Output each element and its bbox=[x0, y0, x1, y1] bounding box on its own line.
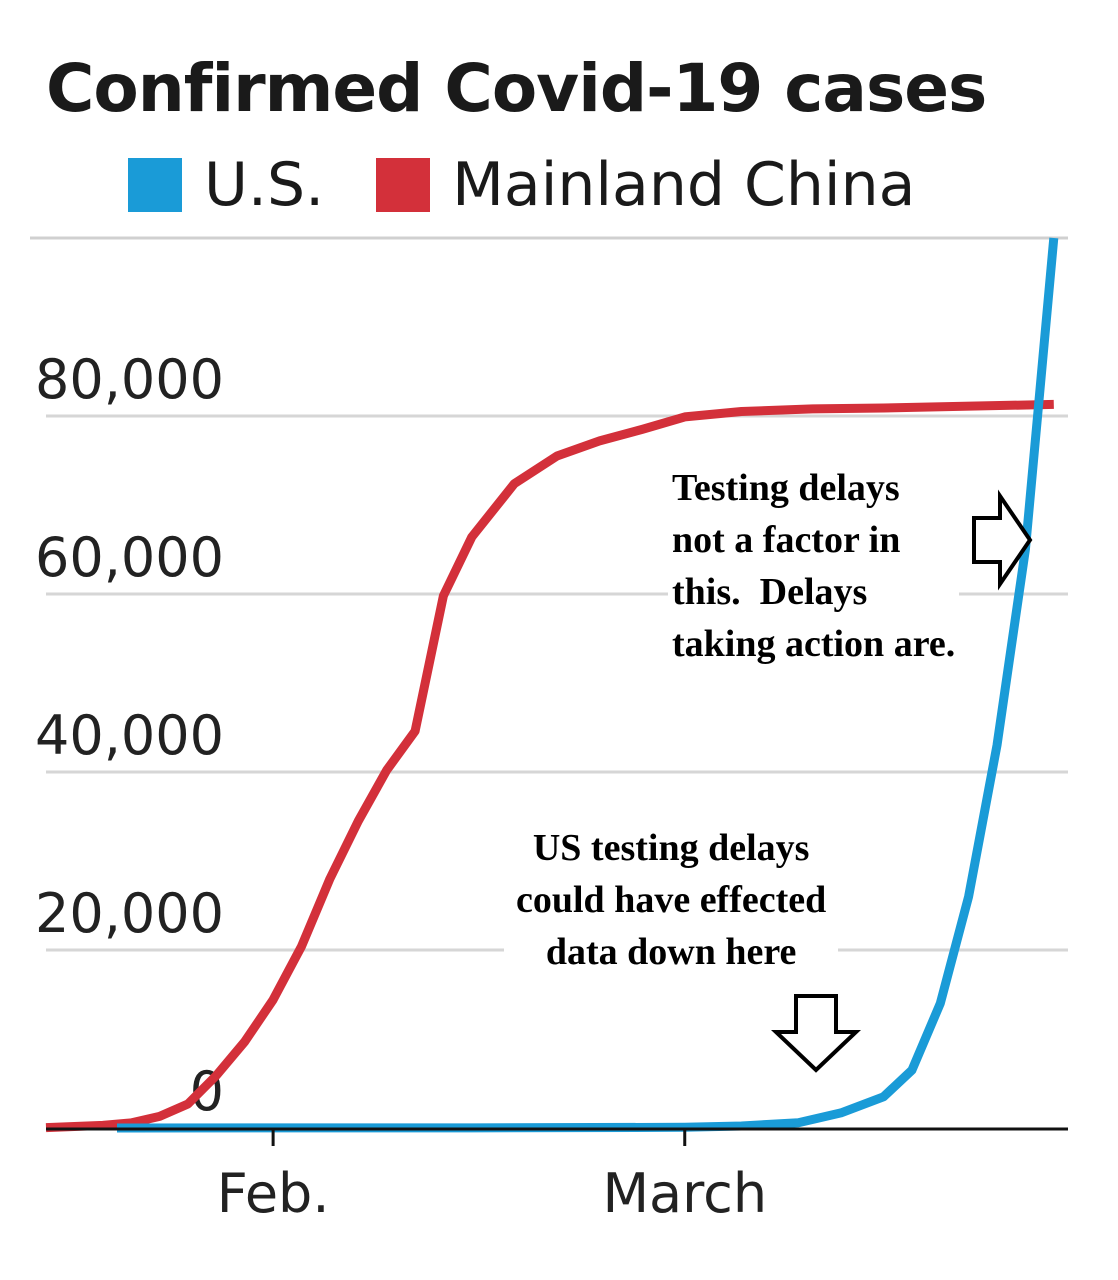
y-tick-label-80000: 80,000 bbox=[35, 348, 224, 411]
series-line-china bbox=[45, 399, 1054, 1133]
x-tick-label-Feb.: Feb. bbox=[217, 1162, 330, 1225]
annotation-us-testing-delays: US testing delays could have effected da… bbox=[504, 822, 839, 978]
arrow-down-icon bbox=[770, 994, 862, 1073]
x-axis: Feb. March bbox=[46, 1127, 1068, 1225]
y-tick-label-60000: 60,000 bbox=[35, 526, 224, 589]
y-tick-label-40000: 40,000 bbox=[35, 704, 224, 767]
legend-item-us: U.S. bbox=[128, 150, 324, 220]
legend-item-china: Mainland China bbox=[376, 150, 915, 220]
chart-title: Confirmed Covid-19 cases bbox=[46, 50, 987, 127]
legend: U.S. Mainland China bbox=[128, 150, 967, 220]
arrow-right-icon bbox=[972, 489, 1033, 591]
annotation-testing-delays: Testing delays not a factor in this. Del… bbox=[668, 462, 960, 670]
annotation-arrows bbox=[770, 489, 1033, 1073]
legend-label-china: Mainland China bbox=[452, 150, 916, 220]
legend-label-us: U.S. bbox=[204, 150, 325, 220]
legend-swatch-china bbox=[376, 158, 431, 212]
series-line-us bbox=[116, 237, 1059, 1133]
x-tick-label-March: March bbox=[602, 1162, 767, 1225]
y-tick-label-20000: 20,000 bbox=[35, 882, 224, 945]
legend-swatch-us bbox=[128, 158, 182, 212]
